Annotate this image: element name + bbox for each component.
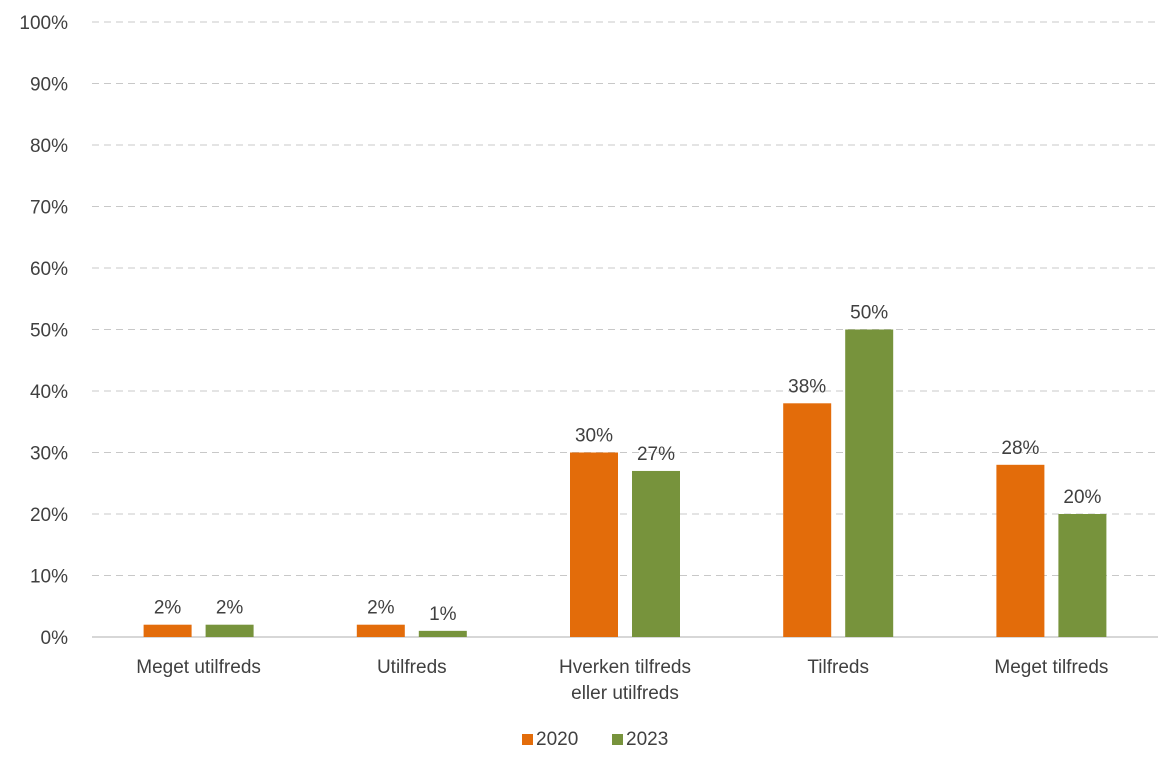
x-category-label: Meget tilfreds [994,657,1108,678]
y-tick-label: 20% [30,505,68,526]
data-label: 50% [850,303,888,324]
data-label: 20% [1063,487,1101,508]
legend: 2020 2023 [522,729,668,750]
data-labels: 2% 2% 2% 1% 30% 27% 38% 50% 28% 20% [154,303,1102,625]
y-tick-label: 50% [30,321,68,342]
x-category-label: Meget utilfreds [136,657,261,678]
legend-swatch-2020 [522,734,533,745]
data-label: 2% [216,598,244,619]
bar-2020 [143,624,192,637]
bars [143,329,1107,637]
y-tick-label: 100% [19,13,68,34]
bar-2023 [845,329,894,637]
bar-2020 [783,403,832,637]
data-label: 1% [429,604,457,625]
legend-swatch-2023 [612,734,623,745]
x-category-label: Tilfreds [807,657,869,678]
legend-label: 2023 [626,729,668,750]
data-label: 2% [367,598,395,619]
bar-2020 [996,464,1045,637]
x-category-label: Utilfreds [377,657,447,678]
bar-2023 [418,630,467,637]
x-axis-categories: Meget utilfreds Utilfreds Hverken tilfreds… [136,657,1108,704]
y-tick-label: 10% [30,567,68,588]
data-label: 30% [575,426,613,447]
gridlines [92,21,1158,638]
data-label: 2% [154,598,182,619]
y-tick-label: 0% [41,628,69,649]
y-tick-label: 70% [30,198,68,219]
bar-2023 [1058,514,1107,637]
y-tick-label: 90% [30,75,68,96]
y-tick-label: 60% [30,259,68,280]
data-label: 28% [1001,438,1039,459]
y-tick-label: 80% [30,136,68,157]
legend-label: 2020 [536,729,578,750]
bar-2023 [632,470,680,637]
data-label: 27% [637,444,675,465]
y-tick-label: 30% [30,444,68,465]
x-category-label: Hverken tilfreds eller utilfreds [559,657,691,704]
bar-2020 [356,624,405,637]
data-label: 38% [788,376,826,397]
bar-2020 [570,452,618,637]
y-tick-label: 40% [30,382,68,403]
y-axis-ticks: 0% 10% 20% 30% 40% 50% 60% 70% 80% 90% 100% [19,13,68,649]
bar-2023 [205,624,254,637]
